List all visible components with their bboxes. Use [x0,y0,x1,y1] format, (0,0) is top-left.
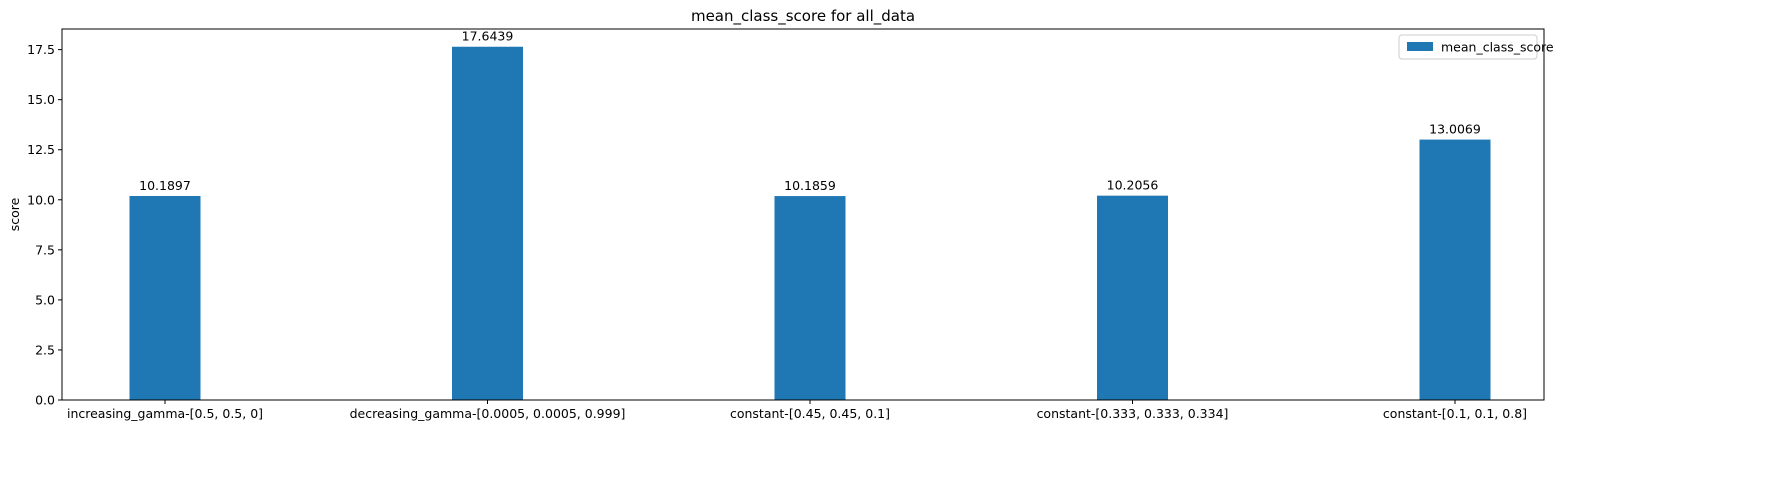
y-axis-title: score [7,197,22,231]
bar [774,196,846,400]
x-tick-label: constant-[0.333, 0.333, 0.334] [1037,406,1229,421]
bar [452,46,523,401]
bars-layer: 10.1897 17.6439 10.1859 10.2056 13.0069 [129,29,1491,401]
legend: mean_class_score [1398,34,1554,60]
x-tick-label: constant-[0.45, 0.45, 0.1] [730,406,890,421]
bar-value-label: 10.1859 [784,178,836,193]
y-tick-label: 15.0 [27,92,55,107]
y-axis: 0.0 2.5 5.0 7.5 10.0 12.5 15.0 17.5 [27,42,62,408]
x-axis: increasing_gamma-[0.5, 0.5, 0] decreasing… [67,400,1527,421]
bar-value-label: 10.1897 [139,178,191,193]
bar-value-label: 17.6439 [462,29,514,44]
bar-value-label: 13.0069 [1429,122,1481,137]
x-tick-label: increasing_gamma-[0.5, 0.5, 0] [67,406,263,421]
y-tick-label: 2.5 [35,342,55,357]
x-tick-label: constant-[0.1, 0.1, 0.8] [1383,406,1527,421]
bar-value-label: 10.2056 [1107,178,1159,193]
chart-title: mean_class_score for all_data [691,7,915,26]
plot-frame [61,28,1545,401]
y-tick-label: 0.0 [35,393,55,408]
bar [1097,195,1168,400]
legend-box [1398,34,1538,60]
bar [1419,139,1491,400]
legend-swatch [1407,42,1433,51]
legend-label: mean_class_score [1441,40,1554,55]
bar [129,195,201,400]
y-tick-label: 12.5 [27,142,55,157]
y-tick-label: 10.0 [27,192,55,207]
y-tick-label: 7.5 [35,242,55,257]
y-tick-label: 17.5 [27,42,55,57]
y-tick-label: 5.0 [35,292,55,307]
x-tick-label: decreasing_gamma-[0.0005, 0.0005, 0.999] [350,406,626,421]
